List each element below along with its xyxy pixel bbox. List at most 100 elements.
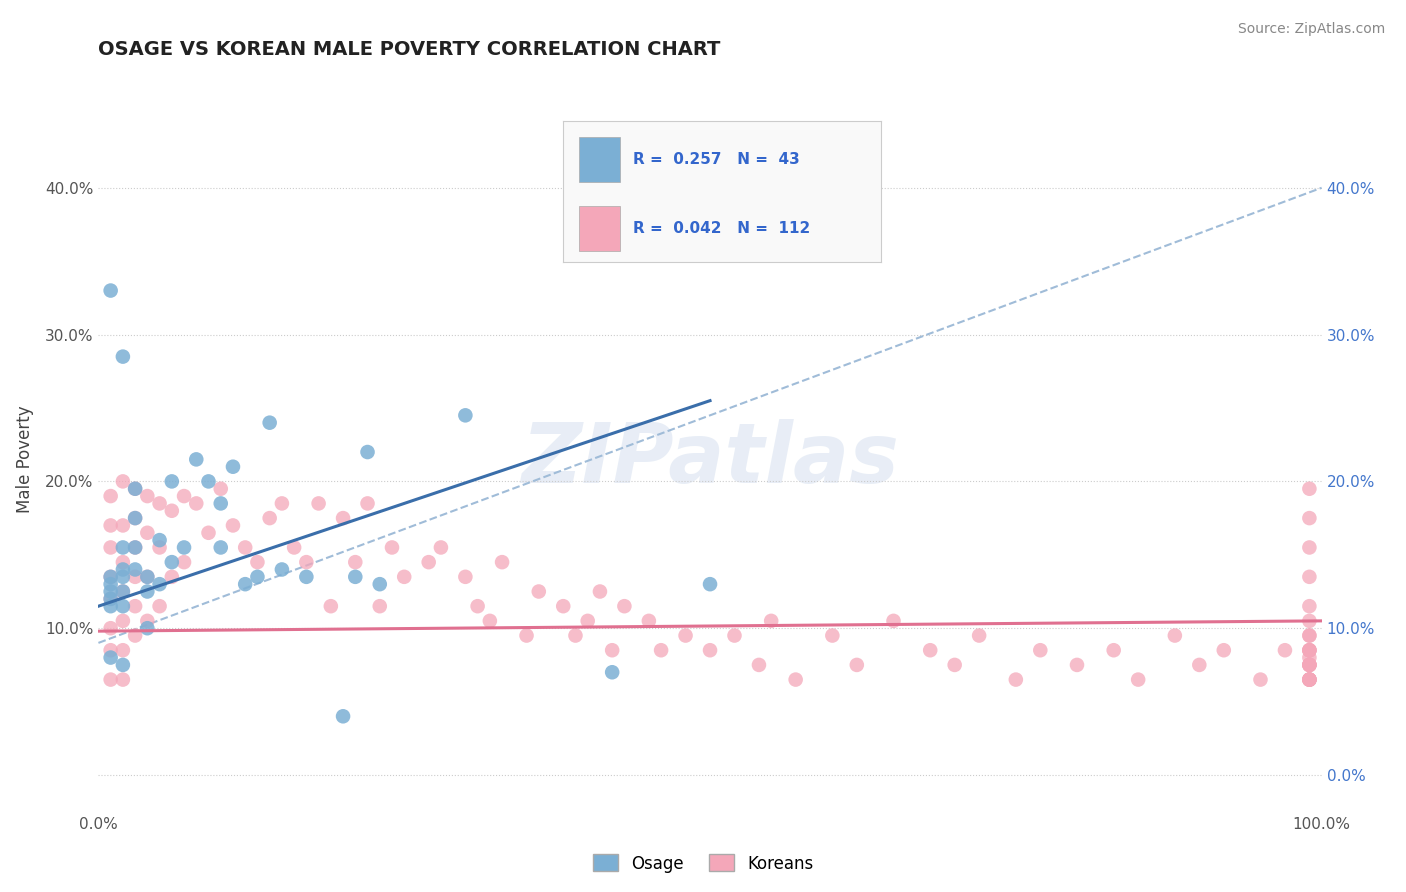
Point	[1298, 673, 1320, 687]
Point	[160, 475, 183, 489]
Point	[136, 489, 159, 503]
Point	[368, 599, 391, 614]
Point	[197, 525, 219, 540]
Point	[124, 628, 146, 642]
Point	[160, 555, 183, 569]
Point	[920, 643, 942, 657]
Point	[564, 628, 586, 642]
Point	[943, 657, 966, 672]
Point	[124, 511, 146, 525]
Point	[111, 643, 134, 657]
Point	[344, 555, 367, 569]
Point	[246, 570, 269, 584]
Point	[209, 482, 232, 496]
Point	[124, 599, 146, 614]
Point	[222, 518, 245, 533]
Point	[111, 570, 134, 584]
Point	[100, 584, 122, 599]
Point	[845, 657, 868, 672]
Point	[1212, 643, 1234, 657]
Point	[1298, 657, 1320, 672]
Point	[491, 555, 513, 569]
Point	[100, 489, 122, 503]
Point	[259, 416, 281, 430]
Point	[1298, 511, 1320, 525]
Point	[675, 628, 697, 642]
Point	[527, 584, 550, 599]
Point	[246, 555, 269, 569]
Point	[748, 657, 770, 672]
Point	[1298, 541, 1320, 555]
Point	[344, 570, 367, 584]
Point	[124, 562, 146, 576]
Point	[100, 591, 122, 606]
Point	[111, 614, 134, 628]
Point	[173, 489, 195, 503]
Point	[319, 599, 342, 614]
Point	[124, 570, 146, 584]
Point	[699, 577, 721, 591]
Point	[233, 577, 256, 591]
Point	[1298, 657, 1320, 672]
Point	[1102, 643, 1125, 657]
Point	[100, 284, 122, 298]
Point	[1298, 628, 1320, 642]
Point	[100, 673, 122, 687]
Point	[430, 541, 453, 555]
Point	[1298, 673, 1320, 687]
Point	[1298, 643, 1320, 657]
Point	[100, 591, 122, 606]
Point	[723, 628, 745, 642]
Point	[356, 496, 378, 510]
Point	[1274, 643, 1296, 657]
Point	[100, 599, 122, 614]
Point	[111, 673, 134, 687]
Point	[111, 584, 134, 599]
Point	[332, 511, 354, 525]
Point	[136, 614, 159, 628]
Point	[553, 599, 575, 614]
Point	[638, 614, 661, 628]
Point	[600, 665, 623, 680]
Point	[111, 350, 134, 364]
Point	[100, 570, 122, 584]
Point	[600, 643, 623, 657]
Point	[589, 584, 612, 599]
Point	[136, 570, 159, 584]
Point	[149, 533, 172, 548]
Point	[111, 599, 134, 614]
Legend: Osage, Koreans: Osage, Koreans	[586, 847, 820, 880]
Point	[222, 459, 245, 474]
Point	[1164, 628, 1187, 642]
Point	[1249, 673, 1271, 687]
Point	[418, 555, 440, 569]
Point	[1298, 628, 1320, 642]
Point	[1298, 657, 1320, 672]
Point	[111, 562, 134, 576]
Point	[270, 562, 294, 576]
Point	[1298, 570, 1320, 584]
Point	[111, 657, 134, 672]
Point	[699, 643, 721, 657]
Point	[1298, 657, 1320, 672]
Text: OSAGE VS KOREAN MALE POVERTY CORRELATION CHART: OSAGE VS KOREAN MALE POVERTY CORRELATION…	[98, 40, 721, 59]
Point	[1298, 657, 1320, 672]
Point	[111, 584, 134, 599]
Point	[136, 621, 159, 635]
Point	[1298, 614, 1320, 628]
Point	[186, 452, 208, 467]
Text: ZIPatlas: ZIPatlas	[522, 419, 898, 500]
Point	[1298, 673, 1320, 687]
Point	[1004, 673, 1026, 687]
Point	[1128, 673, 1150, 687]
Text: Source: ZipAtlas.com: Source: ZipAtlas.com	[1237, 22, 1385, 37]
Point	[1298, 599, 1320, 614]
Point	[761, 614, 783, 628]
Point	[100, 518, 122, 533]
Point	[650, 643, 672, 657]
Point	[259, 511, 281, 525]
Point	[821, 628, 844, 642]
Point	[136, 570, 159, 584]
Point	[295, 570, 318, 584]
Point	[100, 541, 122, 555]
